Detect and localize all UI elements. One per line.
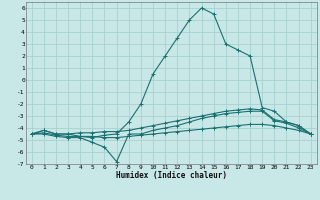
X-axis label: Humidex (Indice chaleur): Humidex (Indice chaleur) — [116, 171, 227, 180]
